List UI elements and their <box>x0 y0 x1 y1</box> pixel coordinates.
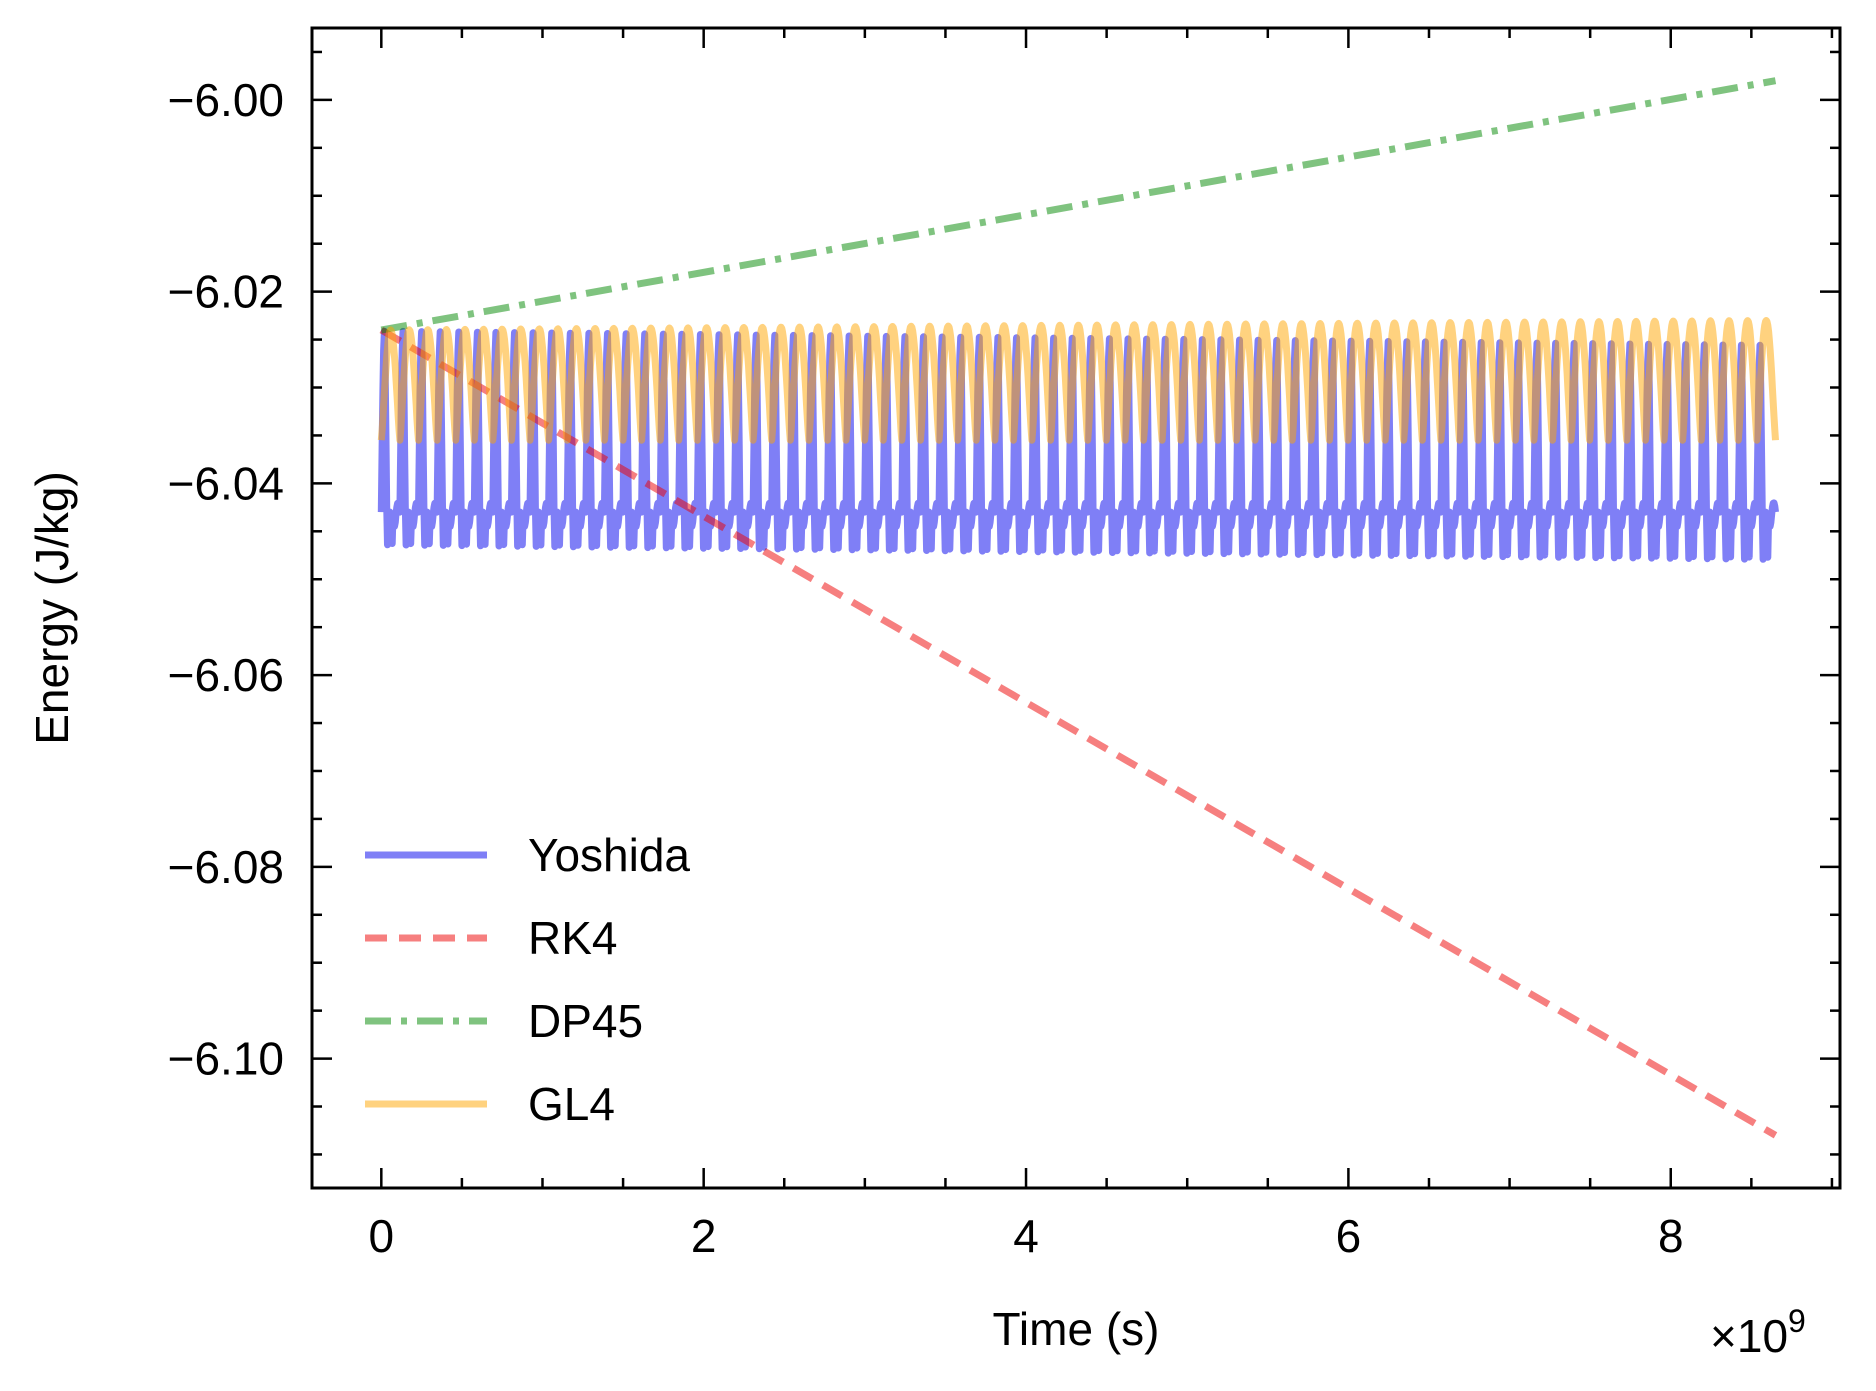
plot-layer <box>377 77 1779 1139</box>
y-tick-label: −6.08 <box>168 841 284 893</box>
y-tick-label: −6.02 <box>168 266 284 318</box>
legend-label-yoshida: Yoshida <box>528 829 690 881</box>
series-line-rk4 <box>379 326 1778 1139</box>
legend-label-dp45: DP45 <box>528 995 643 1047</box>
series-line-gl4 <box>377 317 1779 444</box>
x-tick-label: 6 <box>1336 1210 1362 1262</box>
y-tick-label: −6.04 <box>168 457 284 509</box>
x-tick-label: 8 <box>1658 1210 1684 1262</box>
x-tick-label: 0 <box>369 1210 395 1262</box>
x-multiplier-exponent: 9 <box>1788 1303 1806 1339</box>
series-line-dp45 <box>380 77 1777 334</box>
legend-label-rk4: RK4 <box>528 912 617 964</box>
series-line-yoshida <box>377 327 1779 563</box>
y-axis-label: Energy (J/kg) <box>26 471 78 745</box>
y-tick-label: −6.10 <box>168 1033 284 1085</box>
axes-frame <box>310 26 1842 1190</box>
plot-area <box>377 77 1779 1139</box>
x-multiplier-base: ×10 <box>1710 1310 1788 1362</box>
x-tick-label: 2 <box>691 1210 717 1262</box>
x-tick-label: 4 <box>1013 1210 1039 1262</box>
y-tick-label: −6.06 <box>168 649 284 701</box>
x-axis-multiplier: ×109 <box>1710 1303 1806 1362</box>
axes-layer: 0 2 4 6 8 −6.10 −6.08 −6.06 −6.04 −6.02 −6.00 <box>168 26 1842 1262</box>
legend-label-gl4: GL4 <box>528 1078 615 1130</box>
y-tick-label: −6.00 <box>168 74 284 126</box>
legend: Yoshida RK4 DP45 GL4 <box>365 829 690 1130</box>
x-axis-label: Time (s) <box>993 1303 1160 1355</box>
